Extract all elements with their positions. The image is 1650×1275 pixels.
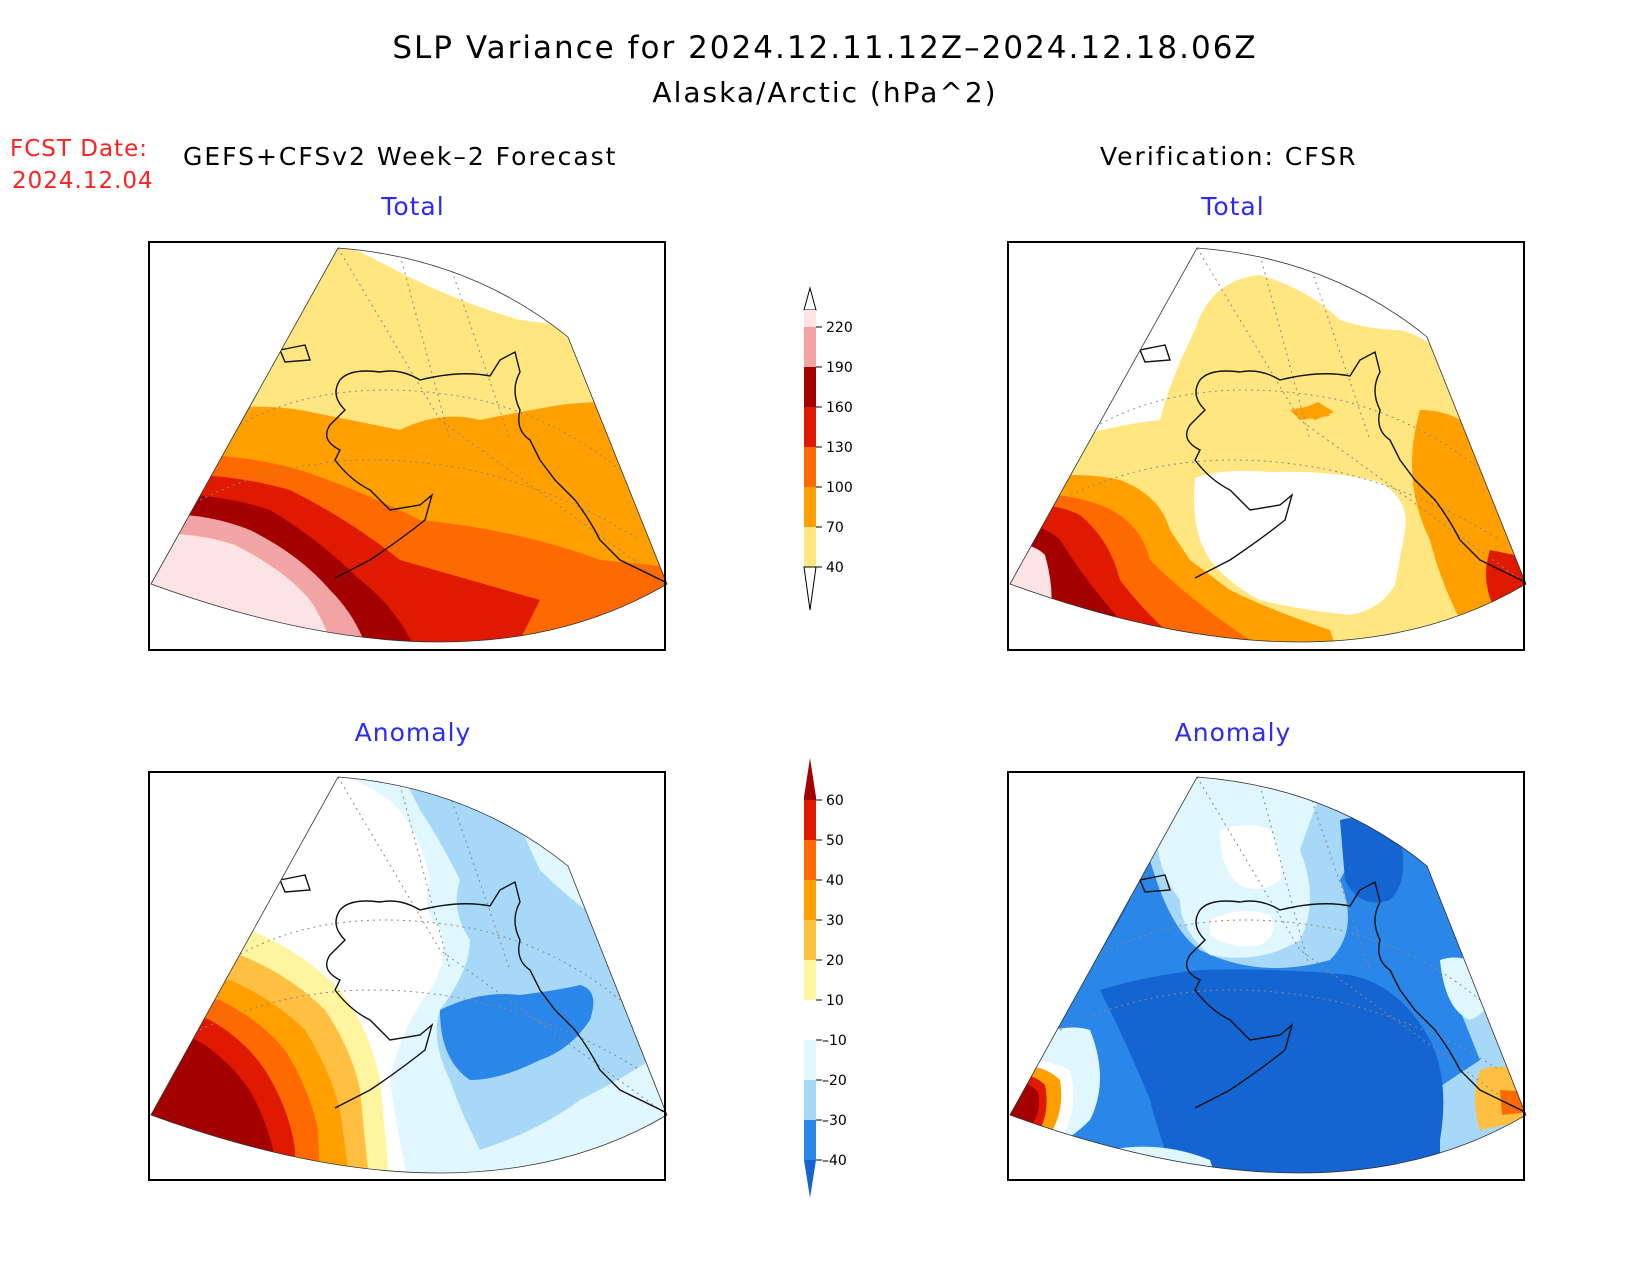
fill-p20 — [1130, 1163, 1192, 1173]
forecast-anomaly-map — [151, 777, 667, 1173]
forecast-date-value: 2024.12.04 — [12, 168, 154, 194]
colorbar-label-20: 20 — [826, 953, 844, 969]
forecast-anomaly-frame — [148, 771, 666, 1181]
forecast-total-frame — [148, 241, 666, 651]
total-colorbar: 220 190 160 130 100 70 40 — [803, 286, 853, 611]
colorbar-label-30: 30 — [826, 913, 844, 929]
colorbar-swatch-50 — [804, 800, 816, 840]
colorbar-swatch-10 — [804, 960, 816, 1000]
fill-zero — [1220, 825, 1282, 889]
fill-p60 — [1010, 1081, 1040, 1132]
fill-m40 — [1100, 969, 1444, 1173]
anomaly-colorbar: 60 50 40 30 20 10 –10 –20 –30 –40 — [804, 758, 847, 1198]
colorbar-label-m40: –40 — [822, 1153, 847, 1169]
forecast-total-title: Total — [381, 192, 445, 221]
colorbar-swatch-100 — [804, 447, 816, 487]
fill-70 — [1300, 402, 1334, 420]
colorbar-label-100: 100 — [826, 480, 853, 496]
verification-total-frame — [1007, 241, 1525, 651]
colorbar-label-m30: –30 — [822, 1113, 847, 1129]
fill-130 — [1486, 550, 1526, 610]
colorbar-top-cap — [804, 758, 816, 797]
colorbar-label-220: 220 — [826, 320, 853, 336]
verification-anomaly-domain-outline — [1009, 776, 1527, 1174]
colorbar-label-m20: –20 — [822, 1073, 847, 1089]
verification-column-header: Verification: CFSR — [1100, 142, 1358, 171]
colorbar-label-60: 60 — [826, 793, 844, 809]
fill-m40 — [1340, 817, 1404, 903]
colorbar-swatch-220 — [804, 310, 816, 327]
fill-m30 — [440, 985, 594, 1080]
colorbar-swatch-20 — [804, 920, 816, 960]
forecast-total-map — [151, 248, 667, 642]
colorbar-swatch-m10 — [804, 1040, 816, 1080]
colorbar-label-10: 10 — [826, 993, 844, 1009]
forecast-anomaly-title: Anomaly — [354, 718, 472, 747]
forecast-total-domain-outline — [150, 247, 668, 643]
colorbar-label-40: 40 — [826, 873, 844, 889]
colorbar-label-50: 50 — [826, 833, 844, 849]
verification-total-domain-outline — [1009, 247, 1527, 643]
colorbar-swatch-40 — [804, 840, 816, 880]
colorbar-swatch-60 — [804, 797, 816, 800]
colorbar-top-cap — [803, 286, 817, 311]
colorbar-swatch-m30 — [804, 1120, 816, 1160]
forecast-anomaly-domain-outline — [150, 776, 668, 1174]
colorbar-swatch-130 — [804, 407, 816, 447]
colorbar-label-190: 190 — [826, 360, 853, 376]
colorbar-label-130: 130 — [826, 440, 853, 456]
verification-total-map — [1010, 248, 1526, 642]
colorbar-swatch-zero — [804, 1000, 816, 1040]
colorbar-bottom-cap — [803, 566, 817, 611]
verification-anomaly-map — [1010, 777, 1526, 1173]
fill-190 — [1060, 625, 1150, 642]
colorbar-swatch-m20 — [804, 1080, 816, 1120]
colorbar-bottom-cap — [804, 1160, 816, 1198]
verification-anomaly-frame — [1007, 771, 1525, 1181]
colorbar-swatch-40 — [804, 527, 816, 567]
colorbar-label-40: 40 — [826, 560, 844, 576]
colorbar-label-160: 160 — [826, 400, 853, 416]
colorbar-swatch-190 — [804, 327, 816, 367]
colorbar-label-70: 70 — [826, 520, 844, 536]
map-title: SLP Variance for 2024.12.11.12Z–2024.12.… — [392, 30, 1258, 66]
forecast-column-header: GEFS+CFSv2 Week–2 Forecast — [183, 142, 618, 171]
forecast-date-label: FCST Date: — [10, 136, 148, 162]
colorbar-swatch-160 — [804, 367, 816, 407]
colorbar-label-m10: –10 — [822, 1033, 847, 1049]
verification-anomaly-title: Anomaly — [1174, 718, 1292, 747]
colorbar-swatch-30 — [804, 880, 816, 920]
verification-total-title: Total — [1201, 192, 1265, 221]
colorbar-swatch-70 — [804, 487, 816, 527]
map-subtitle: Alaska/Arctic (hPa^2) — [652, 76, 998, 109]
